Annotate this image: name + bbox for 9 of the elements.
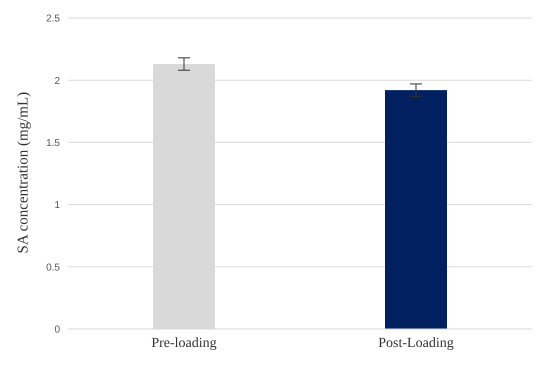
- y-tick-label: 1.5: [46, 138, 60, 149]
- x-tick-label: Pre-loading: [151, 336, 217, 351]
- y-tick-label: 2.5: [46, 14, 60, 25]
- x-tick-label: Post-Loading: [378, 336, 454, 351]
- y-tick-label: 1: [54, 200, 60, 212]
- y-tick-label: 0: [54, 324, 60, 336]
- y-tick-label: 2: [54, 76, 60, 87]
- y-axis-title: SA concentration (mg/mL): [15, 92, 32, 254]
- y-tick-label: 0.5: [46, 262, 60, 274]
